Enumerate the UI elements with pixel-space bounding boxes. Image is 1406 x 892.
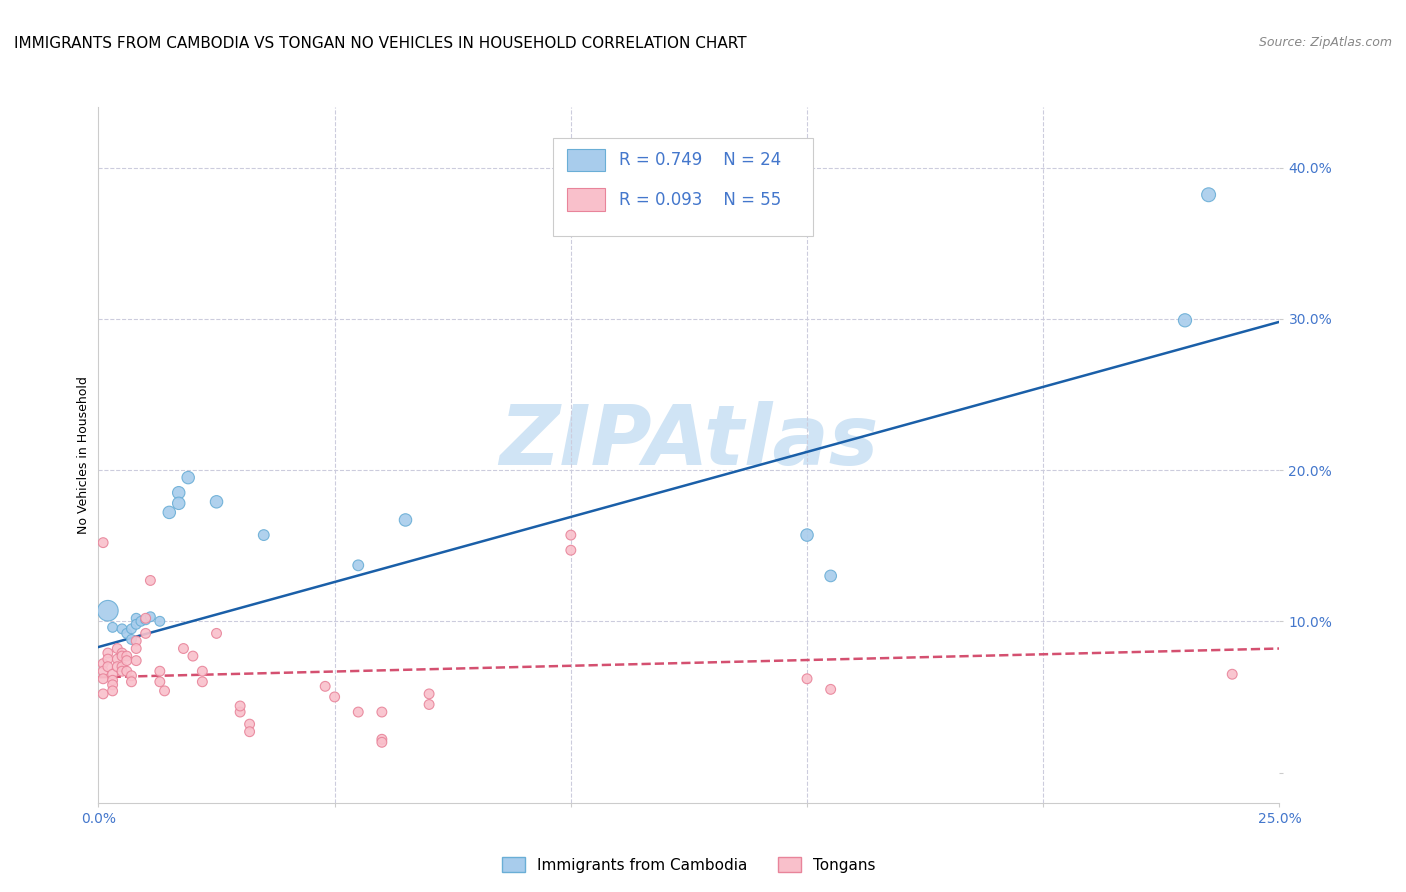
- Point: [205, 495, 228, 509]
- Point: [149, 615, 172, 629]
- Point: [121, 674, 143, 689]
- Point: [125, 611, 148, 625]
- Point: [111, 622, 134, 636]
- Point: [371, 735, 394, 749]
- Point: [1174, 313, 1197, 327]
- Point: [394, 513, 416, 527]
- Text: R = 0.749    N = 24: R = 0.749 N = 24: [619, 151, 782, 169]
- Point: [101, 673, 124, 688]
- Y-axis label: No Vehicles in Household: No Vehicles in Household: [77, 376, 90, 533]
- Point: [239, 724, 262, 739]
- Point: [347, 558, 370, 573]
- Point: [111, 664, 134, 678]
- Point: [105, 652, 128, 666]
- Point: [97, 659, 120, 673]
- Point: [135, 613, 157, 627]
- Text: Source: ZipAtlas.com: Source: ZipAtlas.com: [1258, 36, 1392, 49]
- Point: [229, 705, 252, 719]
- Point: [115, 664, 138, 678]
- Point: [323, 690, 346, 704]
- Text: IMMIGRANTS FROM CAMBODIA VS TONGAN NO VEHICLES IN HOUSEHOLD CORRELATION CHART: IMMIGRANTS FROM CAMBODIA VS TONGAN NO VE…: [14, 36, 747, 51]
- Point: [105, 659, 128, 673]
- Point: [229, 698, 252, 713]
- Point: [177, 470, 200, 484]
- Point: [125, 654, 148, 668]
- Point: [820, 682, 842, 697]
- Point: [149, 674, 172, 689]
- Point: [253, 528, 276, 542]
- Point: [1198, 187, 1220, 202]
- Point: [205, 626, 228, 640]
- Point: [371, 732, 394, 747]
- Point: [371, 705, 394, 719]
- Point: [172, 641, 194, 656]
- Point: [135, 611, 157, 625]
- Point: [125, 617, 148, 632]
- Point: [97, 604, 120, 618]
- Point: [139, 609, 162, 624]
- Point: [239, 717, 262, 731]
- Point: [125, 634, 148, 648]
- Point: [1220, 667, 1243, 681]
- Point: [820, 569, 842, 583]
- Point: [347, 705, 370, 719]
- Text: R = 0.093    N = 55: R = 0.093 N = 55: [619, 191, 782, 209]
- Point: [101, 620, 124, 634]
- FancyBboxPatch shape: [567, 149, 605, 171]
- Point: [125, 641, 148, 656]
- Point: [418, 687, 440, 701]
- Point: [314, 679, 336, 693]
- Point: [115, 626, 138, 640]
- Point: [129, 615, 152, 629]
- Point: [97, 652, 120, 666]
- Point: [91, 687, 114, 701]
- Point: [111, 646, 134, 660]
- Point: [115, 649, 138, 664]
- Legend: Immigrants from Cambodia, Tongans: Immigrants from Cambodia, Tongans: [496, 850, 882, 879]
- Point: [135, 626, 157, 640]
- Text: ZIPAtlas: ZIPAtlas: [499, 401, 879, 482]
- Point: [101, 667, 124, 681]
- Point: [139, 574, 162, 588]
- Point: [181, 649, 204, 664]
- Point: [91, 657, 114, 671]
- Point: [191, 664, 214, 678]
- Point: [105, 641, 128, 656]
- Point: [560, 543, 582, 558]
- Point: [115, 654, 138, 668]
- Point: [167, 485, 190, 500]
- Point: [91, 535, 114, 549]
- Point: [121, 632, 143, 647]
- Point: [111, 649, 134, 664]
- Point: [149, 664, 172, 678]
- Point: [121, 669, 143, 683]
- Point: [91, 664, 114, 678]
- Point: [101, 684, 124, 698]
- Point: [111, 659, 134, 673]
- Point: [418, 698, 440, 712]
- Point: [91, 672, 114, 686]
- Point: [560, 528, 582, 542]
- Point: [796, 528, 818, 542]
- FancyBboxPatch shape: [567, 188, 605, 211]
- Point: [167, 496, 190, 510]
- Point: [121, 622, 143, 636]
- Point: [153, 684, 176, 698]
- Point: [796, 672, 818, 686]
- FancyBboxPatch shape: [553, 138, 813, 235]
- Point: [97, 646, 120, 660]
- Point: [101, 678, 124, 692]
- Point: [157, 505, 180, 519]
- Point: [191, 674, 214, 689]
